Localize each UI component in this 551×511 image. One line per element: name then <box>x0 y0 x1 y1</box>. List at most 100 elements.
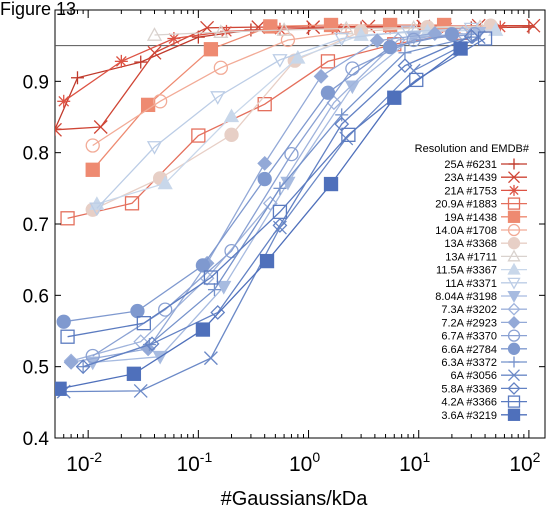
legend-marker <box>507 395 521 408</box>
legend-label: 5.8A #3369 <box>441 383 497 395</box>
legend-label: 6.3A #3372 <box>441 357 497 369</box>
data-point <box>207 283 221 297</box>
series-line <box>154 26 481 36</box>
data-point <box>203 270 219 285</box>
data-point <box>522 20 536 34</box>
legend-marker <box>507 342 521 355</box>
x-tick-label: 102 <box>509 449 540 476</box>
y-tick-label: 0.8 <box>23 144 49 165</box>
data-point <box>224 127 239 142</box>
legend-marker <box>507 223 521 237</box>
data-point <box>134 55 148 69</box>
data-point <box>75 359 91 375</box>
data-point <box>344 80 360 95</box>
data-point <box>284 146 299 162</box>
legend-label: 25A #6231 <box>444 159 497 171</box>
data-point <box>57 94 71 108</box>
legend-marker <box>507 408 521 421</box>
data-point <box>290 49 306 64</box>
data-point <box>406 32 421 48</box>
data-point <box>444 27 460 42</box>
data-point <box>280 32 296 48</box>
data-point <box>126 366 142 381</box>
data-point <box>55 381 67 396</box>
legend-label: 8.04A #3198 <box>435 291 497 303</box>
data-point <box>213 24 229 38</box>
legend-label: 7.2A #2923 <box>441 317 497 329</box>
data-point <box>124 196 140 211</box>
x-tick-label: 100 <box>289 449 320 476</box>
legend-label: 13A #3368 <box>444 238 497 250</box>
legend-label: 3.6A #3219 <box>441 410 497 422</box>
legend-label: 6.7A #3370 <box>441 331 497 343</box>
data-point <box>272 218 288 233</box>
series-18 <box>60 31 493 344</box>
y-tick-label: 0.5 <box>23 358 49 379</box>
data-point <box>335 108 349 122</box>
data-point <box>320 85 336 100</box>
axes: 0.4 0.5 0.6 0.7 0.8 0.9 10-2 10-1 100 101 102 #Gaus… <box>23 10 545 510</box>
data-point <box>313 68 329 84</box>
legend-label: 14.0A #1708 <box>435 225 497 237</box>
data-point <box>341 127 356 142</box>
y-tick-label: 0.7 <box>23 215 49 236</box>
legend-label: 7.3A #3202 <box>441 304 497 316</box>
series-line <box>92 32 479 364</box>
y-tick-label: 0.9 <box>23 72 49 93</box>
legend-marker <box>507 262 521 275</box>
legend-label: 6A #3056 <box>451 370 498 382</box>
legend-marker <box>507 315 521 329</box>
data-point <box>272 54 288 68</box>
data-point <box>85 138 100 153</box>
data-point <box>195 258 211 273</box>
series-line <box>92 30 353 147</box>
data-point <box>70 71 84 85</box>
legend-marker <box>508 184 520 196</box>
data-point <box>382 39 398 55</box>
data-point <box>263 19 278 34</box>
data-point <box>152 94 168 109</box>
legend-marker <box>507 249 521 262</box>
series-14 <box>56 27 460 329</box>
data-point <box>195 322 211 337</box>
legend-marker <box>507 277 521 290</box>
data-point <box>398 46 412 60</box>
data-point <box>114 54 128 68</box>
data-point <box>488 22 504 36</box>
data-point <box>320 54 336 69</box>
data-point <box>210 91 226 105</box>
data-point <box>453 41 468 56</box>
series-16 <box>56 30 486 399</box>
series-10 <box>85 26 487 371</box>
data-point <box>157 175 173 190</box>
legend-marker <box>507 210 521 223</box>
series-0 <box>55 20 536 136</box>
figure-label: Figure 13 <box>0 0 77 19</box>
data-point <box>213 60 228 75</box>
legend-marker <box>508 356 520 368</box>
legend-marker <box>507 302 521 316</box>
data-point <box>257 171 272 187</box>
legend-title: Resolution and EMDB# <box>415 143 530 155</box>
data-point <box>397 58 413 74</box>
data-point <box>272 204 288 220</box>
data-point <box>526 18 541 33</box>
legend-label: 21A #1753 <box>444 185 497 197</box>
data-point <box>216 280 232 295</box>
series-line <box>67 37 486 338</box>
legend-label: 6.6A #2784 <box>441 344 497 356</box>
legend-label: 11A #3371 <box>445 278 497 290</box>
legend-marker <box>508 171 520 184</box>
data-point <box>369 33 385 49</box>
x-tick-label: 10-2 <box>66 449 102 476</box>
series-line <box>67 32 461 219</box>
series-line <box>92 33 475 357</box>
legend-label: 20.9A #1883 <box>435 199 497 211</box>
y-tick-label: 0.4 <box>23 429 50 450</box>
data-point <box>334 32 350 47</box>
x-tick-label: 101 <box>399 449 430 476</box>
data-point <box>146 141 163 155</box>
series-12 <box>63 26 443 370</box>
data-point <box>463 28 479 44</box>
